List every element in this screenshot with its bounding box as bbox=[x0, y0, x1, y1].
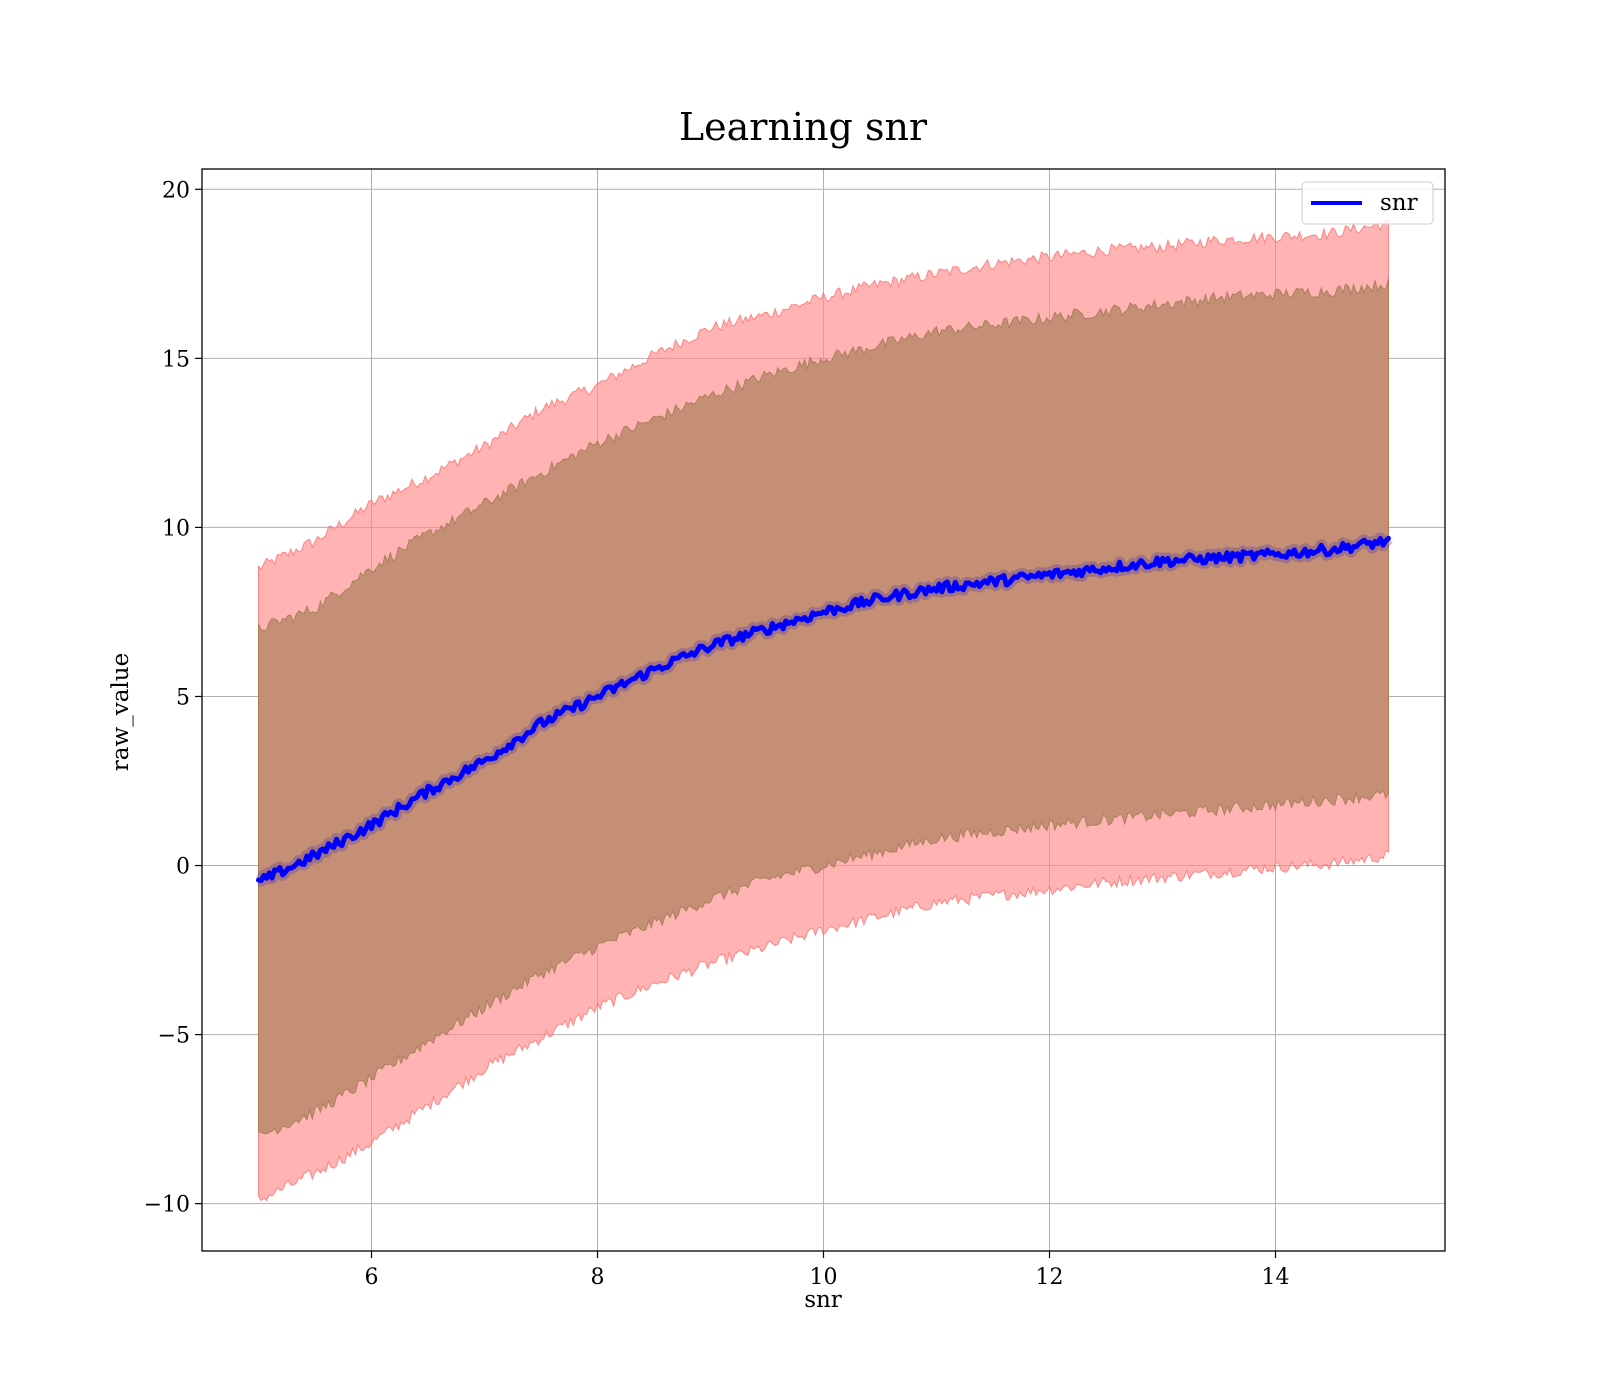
legend-box bbox=[1301, 181, 1434, 225]
y-tick-label: 20 bbox=[162, 178, 190, 203]
series-lines bbox=[255, 532, 1393, 887]
series-line-snr bbox=[256, 535, 1391, 884]
y-tick-label: −10 bbox=[144, 1193, 190, 1218]
x-axis-ticks: 6 8 10 12 14 bbox=[365, 1251, 1290, 1290]
confidence-bands bbox=[258, 218, 1389, 1202]
y-tick-label: 0 bbox=[176, 855, 190, 880]
x-tick-label: 10 bbox=[810, 1265, 838, 1290]
legend: snr bbox=[1301, 181, 1434, 225]
y-axis-ticks: −10 −5 0 5 10 15 20 bbox=[144, 178, 202, 1218]
y-tick-label: 10 bbox=[162, 516, 190, 541]
x-tick-label: 8 bbox=[591, 1265, 605, 1290]
y-tick-label: −5 bbox=[158, 1024, 190, 1049]
x-axis-label: snr bbox=[804, 1287, 842, 1313]
y-axis-label: raw_value bbox=[108, 653, 134, 771]
legend-label-snr: snr bbox=[1380, 190, 1418, 216]
x-tick-label: 6 bbox=[365, 1265, 379, 1290]
chart-title: Learning snr bbox=[679, 105, 928, 149]
x-tick-label: 14 bbox=[1262, 1265, 1290, 1290]
x-tick-label: 12 bbox=[1036, 1265, 1064, 1290]
y-tick-label: 5 bbox=[176, 685, 190, 710]
y-tick-label: 15 bbox=[162, 347, 190, 372]
band-inner bbox=[258, 278, 1389, 1135]
